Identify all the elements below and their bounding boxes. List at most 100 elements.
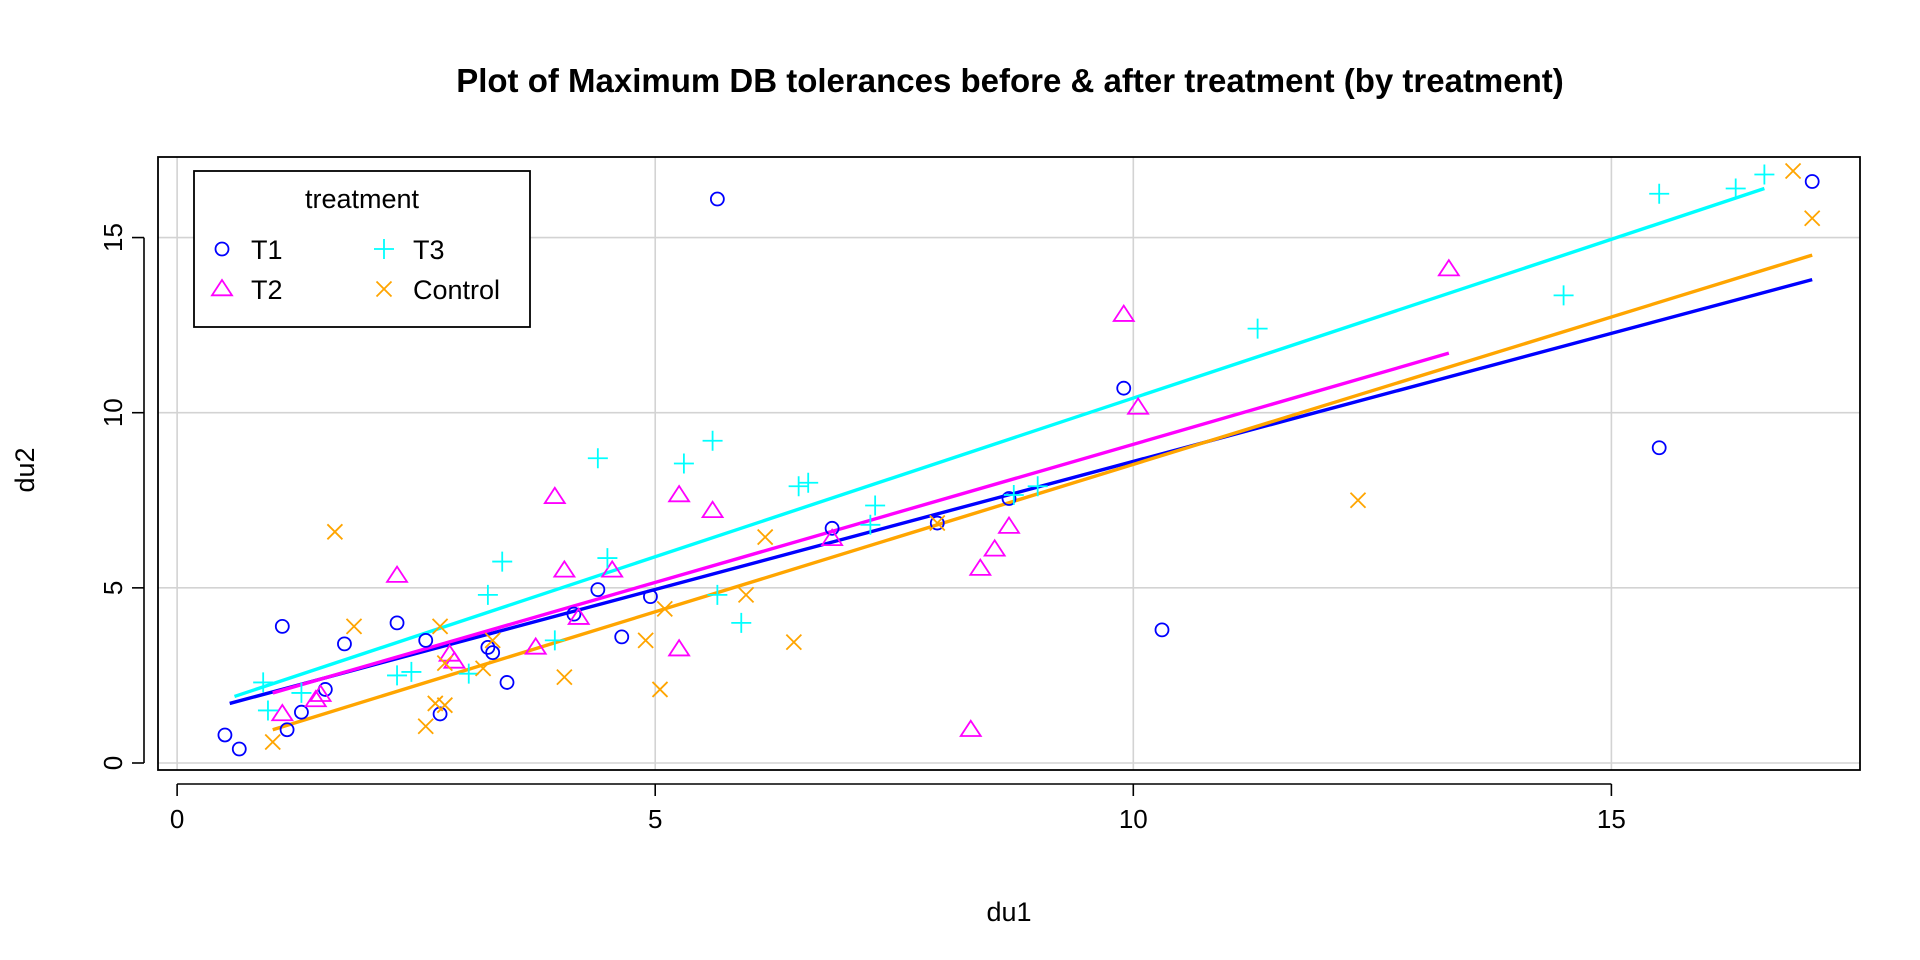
data-point-t1 (217, 727, 233, 743)
data-point-t2 (700, 500, 725, 518)
regression-lines (229, 186, 1813, 732)
data-point-t1 (824, 520, 840, 536)
data-point-control (345, 618, 363, 635)
data-point-t1 (1804, 174, 1820, 189)
x-tick-label: 10 (1119, 804, 1148, 834)
data-point-t3 (291, 682, 312, 703)
data-point-t2 (270, 703, 294, 722)
data-point-control (1784, 162, 1802, 180)
data-point-control (656, 600, 673, 618)
data-point-t3 (1649, 183, 1670, 204)
data-point-t1 (1001, 491, 1017, 506)
data-point-t3 (860, 514, 881, 535)
data-point-t1 (709, 191, 725, 207)
data-point-t1 (279, 722, 295, 738)
data-point-t1 (590, 582, 606, 598)
plot-frame (157, 156, 1861, 771)
grid-lines (158, 157, 1860, 770)
data-point-t2 (667, 638, 691, 657)
data-point-t2 (1437, 258, 1461, 277)
data-point-t3 (401, 661, 422, 682)
fit-line-control (272, 253, 1813, 732)
data-point-t1 (480, 640, 496, 655)
data-point-t3 (458, 663, 479, 684)
data-point-t1 (418, 632, 434, 648)
x-tick-label: 15 (1597, 804, 1626, 834)
data-point-control (556, 669, 573, 686)
data-point-t1 (1651, 440, 1667, 456)
data-point-t1 (1154, 622, 1170, 638)
data-point-t1 (566, 606, 582, 622)
data-point-t2 (308, 684, 333, 702)
data-point-control (431, 618, 449, 635)
y-tick-label: 15 (98, 223, 128, 252)
data-point-t3 (702, 430, 723, 451)
fit-line-t3 (233, 186, 1765, 699)
data-point-t1 (929, 515, 945, 531)
data-point-control (436, 655, 453, 672)
x-axis-label: du1 (986, 897, 1031, 927)
data-point-control (785, 634, 802, 651)
data-point-t2 (600, 559, 624, 578)
data-point-t1 (485, 645, 501, 661)
data-point-t2 (304, 689, 328, 708)
legend-marker-t3 (374, 239, 394, 259)
data-point-control (326, 523, 344, 540)
fit-line-t2 (272, 351, 1450, 695)
data-point-t3 (1027, 476, 1048, 497)
data-point-t2 (524, 636, 548, 655)
y-tick-label: 5 (98, 581, 128, 595)
data-point-t3 (253, 672, 274, 693)
data-point-t3 (597, 548, 618, 569)
data-point-t1 (389, 615, 405, 631)
data-point-t2 (543, 486, 567, 504)
y-tick-label: 10 (98, 398, 128, 427)
legend-box (193, 170, 531, 328)
data-point-t3 (1247, 318, 1268, 339)
x-axis: 0 5 10 15 (170, 783, 1626, 834)
y-axis-label: du2 (10, 447, 40, 492)
legend-label-control: Control (413, 275, 500, 305)
data-point-t2 (385, 564, 409, 583)
data-point-t2 (552, 559, 577, 578)
data-point-control (1804, 210, 1821, 227)
legend-title: treatment (305, 184, 420, 214)
y-tick-label: 0 (98, 756, 128, 770)
legend-label-t2: T2 (251, 275, 283, 305)
data-point-t1 (643, 589, 658, 605)
data-point-t2 (997, 515, 1021, 534)
data-point-t2 (820, 528, 844, 547)
data-point-control (417, 718, 434, 735)
data-point-t2 (1126, 396, 1150, 415)
fit-line-t1 (229, 277, 1813, 706)
data-point-t3 (865, 495, 886, 516)
data-point-control (651, 681, 669, 698)
data-point-control (427, 695, 444, 712)
data-point-control (929, 514, 946, 532)
data-point-control (474, 660, 492, 677)
data-point-t2 (959, 719, 983, 737)
data-point-t3 (788, 476, 809, 497)
data-point-t3 (587, 448, 608, 469)
y-axis: 0 5 10 15 (98, 223, 145, 770)
data-point-control (737, 586, 755, 603)
legend-marker-t2 (210, 278, 234, 297)
data-point-t3 (387, 665, 408, 686)
data-point-t2 (1112, 303, 1136, 322)
data-point-t2 (982, 538, 1007, 557)
legend-label-t1: T1 (251, 235, 283, 265)
data-point-t1 (337, 636, 352, 652)
data-point-t3 (257, 700, 278, 721)
data-point-t3 (492, 551, 513, 572)
data-point-t1 (1116, 380, 1132, 396)
data-point-control (436, 697, 453, 714)
data-point-t2 (968, 557, 992, 576)
data-point-t3 (673, 453, 694, 474)
data-point-control (484, 632, 501, 649)
legend-marker-control (375, 280, 393, 298)
data-point-t1 (231, 741, 247, 757)
x-tick-label: 5 (648, 804, 662, 834)
data-point-t3 (731, 612, 752, 633)
data-point-t3 (1725, 178, 1746, 199)
